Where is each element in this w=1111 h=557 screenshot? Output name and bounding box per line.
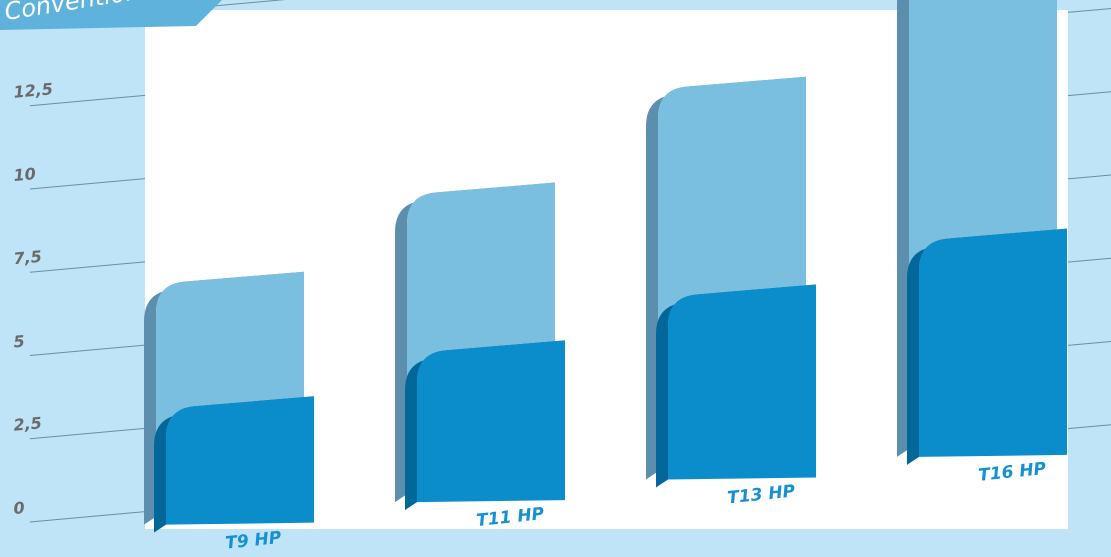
- bar-back-side: [897, 0, 909, 457]
- y-tick-label: 7,5: [13, 247, 43, 268]
- title-band: Conventional: [0, 0, 222, 30]
- y-tick-label: 10: [13, 164, 37, 185]
- bars: [144, 0, 1067, 533]
- y-tick-label: 0: [13, 498, 26, 518]
- bar-front: [417, 340, 565, 503]
- y-tick-label: 5: [13, 332, 26, 352]
- bar-front: [668, 284, 816, 480]
- bar-front: [166, 396, 314, 525]
- title-banner: [0, 0, 222, 30]
- y-tick-label: 2,5: [13, 413, 43, 434]
- y-axis: 0 2,5 5 7,5 10 12,5: [13, 79, 54, 518]
- y-tick-label: 12,5: [13, 79, 54, 101]
- bar-front: [919, 228, 1067, 457]
- bar-front-side: [907, 228, 1067, 465]
